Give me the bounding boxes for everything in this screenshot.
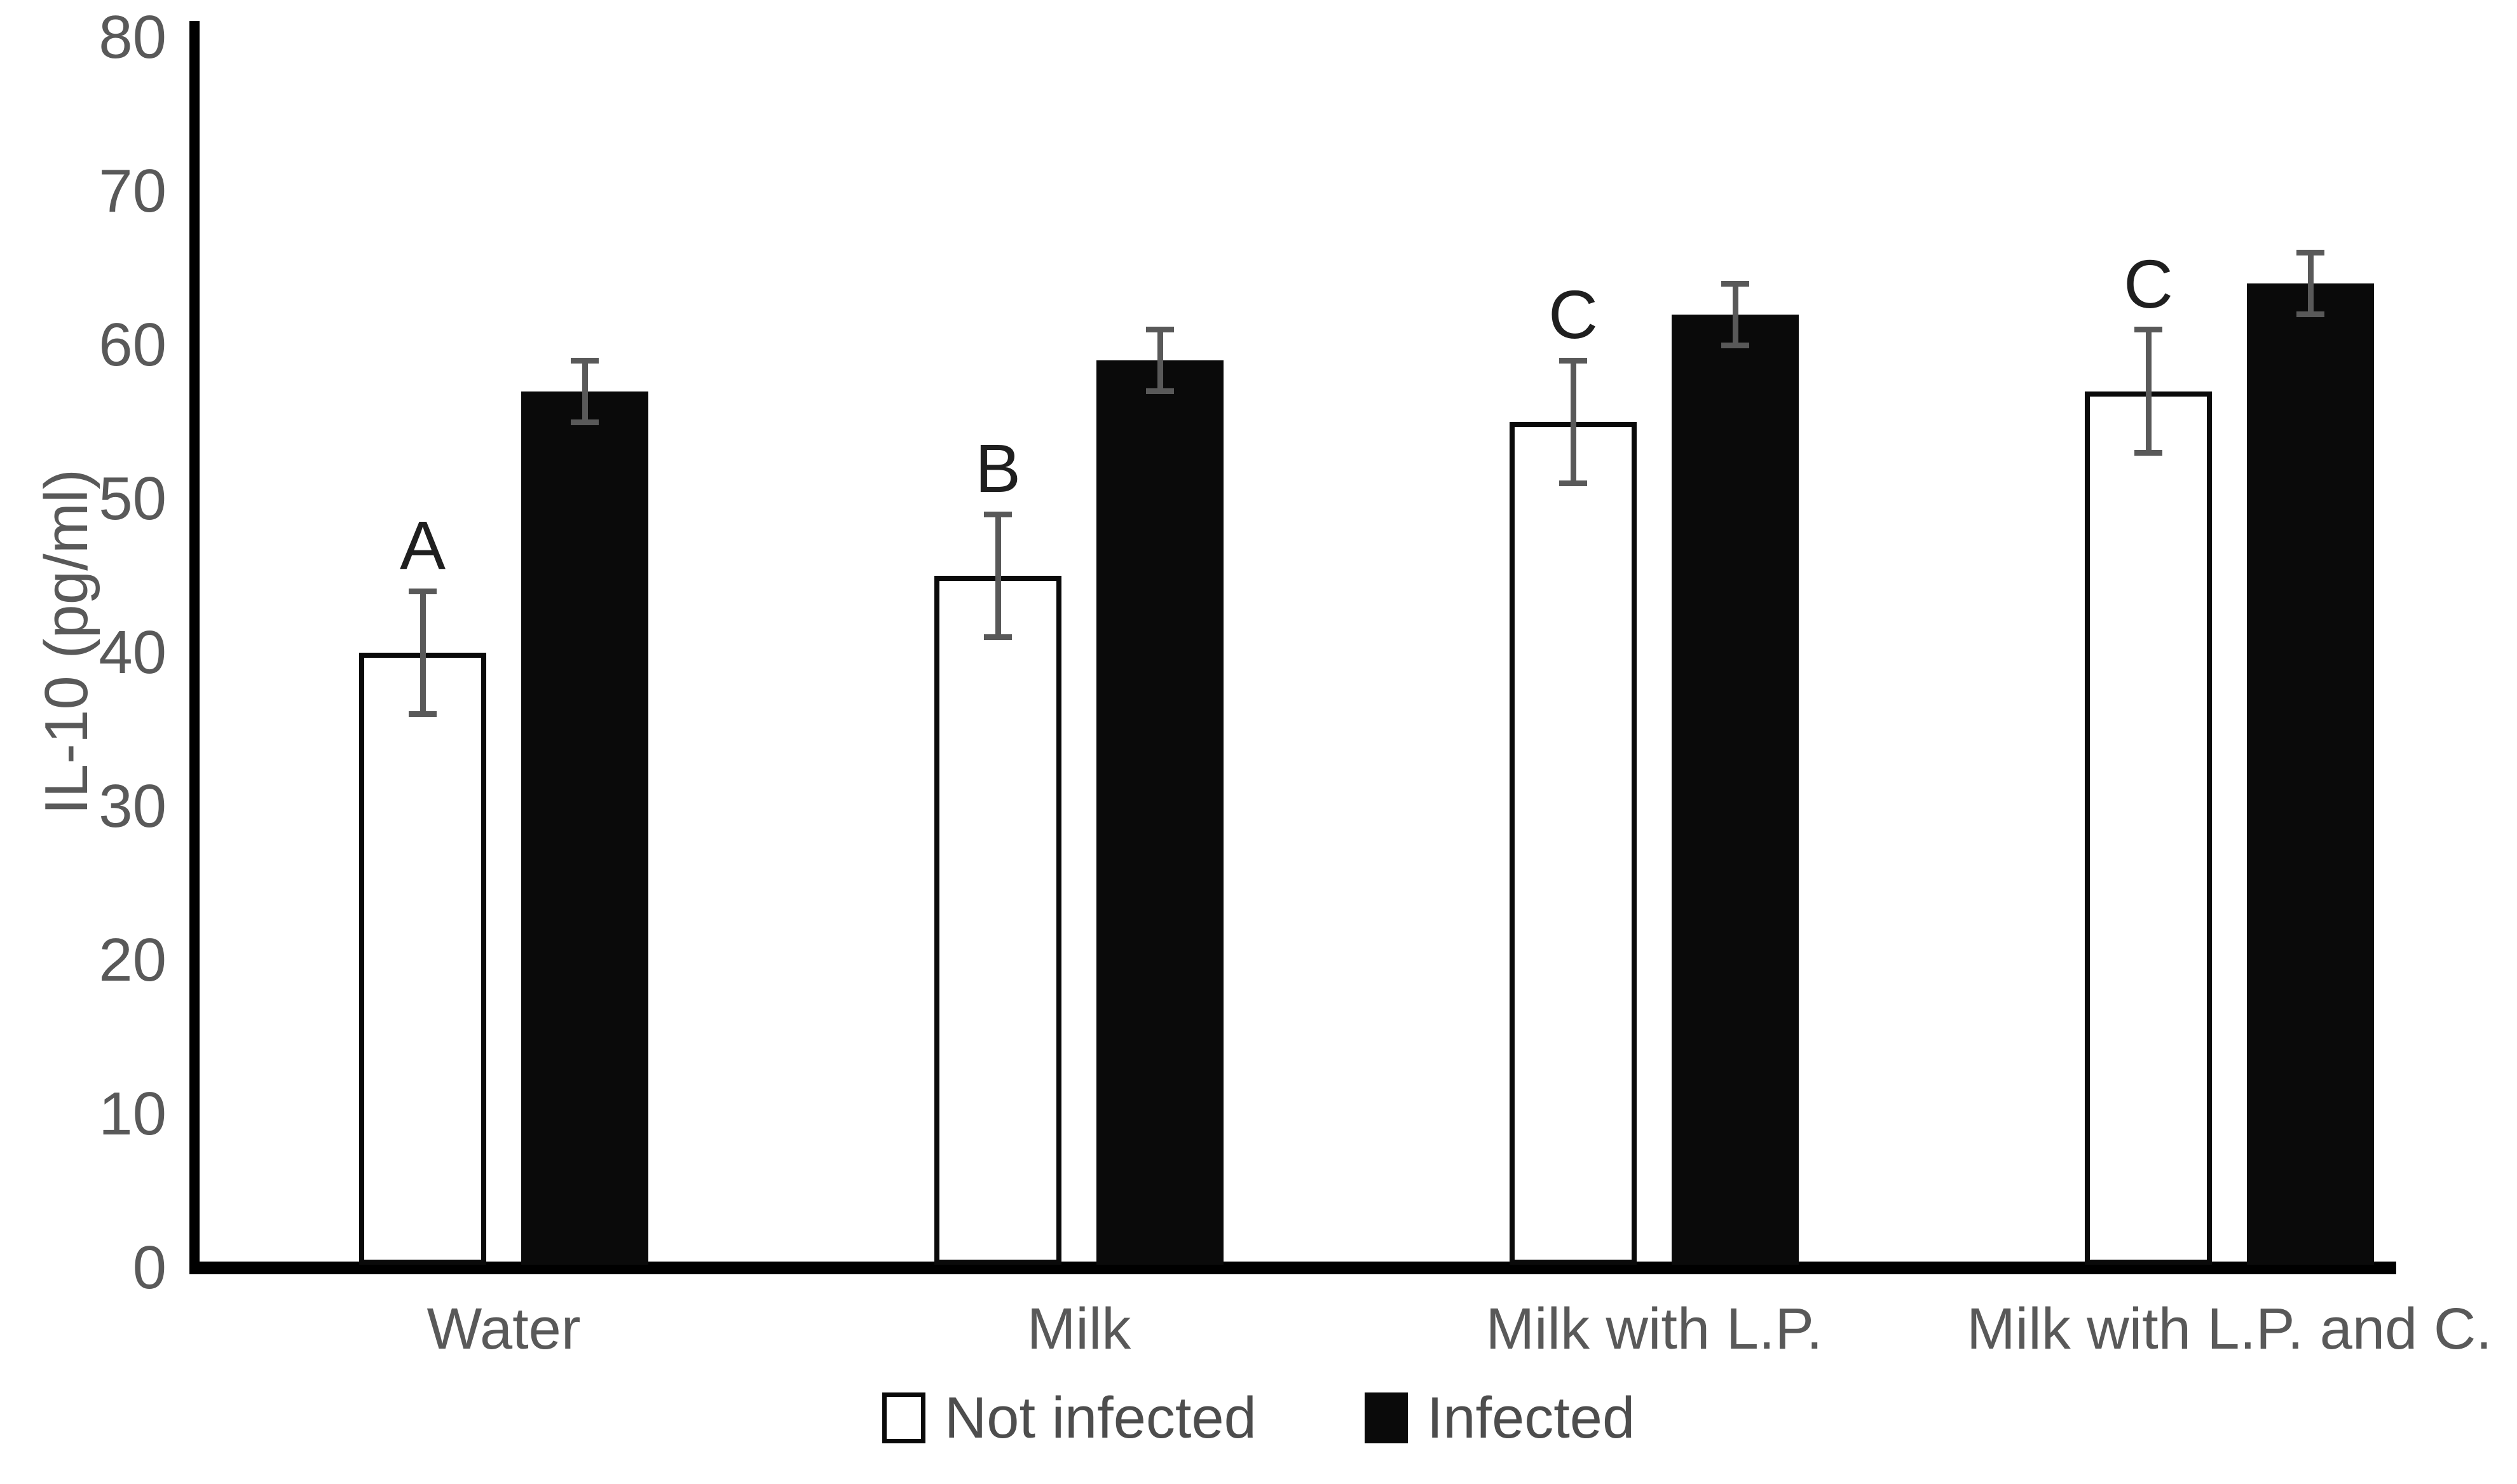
legend: Not infected Infected xyxy=(0,1389,2517,1447)
error-bar xyxy=(1732,283,1738,345)
y-tick-label-10: 10 xyxy=(99,1080,167,1148)
error-bar-cap-bottom xyxy=(984,634,1012,641)
legend-label: Infected xyxy=(1426,1385,1635,1450)
significance-letter-c: C xyxy=(1548,276,1598,353)
error-bar-cap-bottom xyxy=(1146,388,1174,395)
y-tick-label-80: 80 xyxy=(99,3,167,71)
error-bar xyxy=(2307,252,2314,315)
y-tick-label-30: 30 xyxy=(99,772,167,840)
x-axis-line xyxy=(189,1262,2396,1274)
error-bar xyxy=(1570,360,1576,484)
error-bar xyxy=(582,360,588,422)
error-bar xyxy=(420,591,426,714)
bar-not-infected-water xyxy=(359,653,486,1265)
legend-swatch-black xyxy=(1364,1392,1408,1443)
significance-letter-a: A xyxy=(399,507,446,584)
significance-letter-b: B xyxy=(974,430,1021,507)
y-tick-label-0: 0 xyxy=(132,1234,167,1302)
error-bar-cap-top xyxy=(2296,250,2324,256)
y-axis-line xyxy=(189,21,200,1274)
error-bar-cap-top xyxy=(409,588,437,594)
error-bar-cap-bottom xyxy=(2296,311,2324,318)
significance-letter-c: C xyxy=(2124,245,2173,322)
category-label-milk: Milk xyxy=(1027,1297,1131,1361)
error-bar-cap-bottom xyxy=(1721,342,1749,348)
error-bar-cap-top xyxy=(571,357,599,364)
legend-label: Not infected xyxy=(944,1385,1257,1450)
bar-infected-milk-with-l-p-and-c- xyxy=(2247,283,2374,1265)
bar-not-infected-milk xyxy=(934,576,1061,1265)
error-bar-cap-top xyxy=(2134,327,2162,333)
legend-swatch-white xyxy=(882,1392,925,1443)
error-bar-cap-top xyxy=(984,511,1012,517)
error-bar xyxy=(2145,329,2152,453)
y-tick-label-70: 70 xyxy=(99,157,167,225)
bar-not-infected-milk-with-l-p- xyxy=(1510,422,1637,1265)
y-tick-label-50: 50 xyxy=(99,465,167,533)
category-label-milk-with-l-p-: Milk with L.P. xyxy=(1485,1297,1823,1361)
error-bar xyxy=(995,514,1001,637)
category-label-milk-with-l-p-and-c-: Milk with L.P. and C. xyxy=(1967,1297,2492,1361)
error-bar-cap-top xyxy=(1721,280,1749,287)
y-tick-label-20: 20 xyxy=(99,926,167,994)
y-tick-label-60: 60 xyxy=(99,311,167,379)
error-bar-cap-bottom xyxy=(1559,480,1587,487)
error-bar-cap-bottom xyxy=(2134,449,2162,456)
category-label-water: Water xyxy=(426,1297,581,1361)
bar-infected-milk-with-l-p- xyxy=(1672,314,1799,1265)
bar-infected-milk xyxy=(1096,360,1224,1265)
error-bar-cap-bottom xyxy=(409,711,437,718)
error-bar-cap-top xyxy=(1146,327,1174,333)
error-bar-cap-top xyxy=(1559,357,1587,364)
legend-item-infected: Infected xyxy=(1364,1385,1635,1450)
bar-not-infected-milk-with-l-p-and-c- xyxy=(2085,391,2212,1265)
y-tick-label-40: 40 xyxy=(99,618,167,686)
error-bar-cap-bottom xyxy=(571,419,599,425)
legend-item-not-infected: Not infected xyxy=(882,1389,1257,1447)
bar-infected-water xyxy=(521,391,648,1265)
error-bar xyxy=(1157,329,1163,391)
